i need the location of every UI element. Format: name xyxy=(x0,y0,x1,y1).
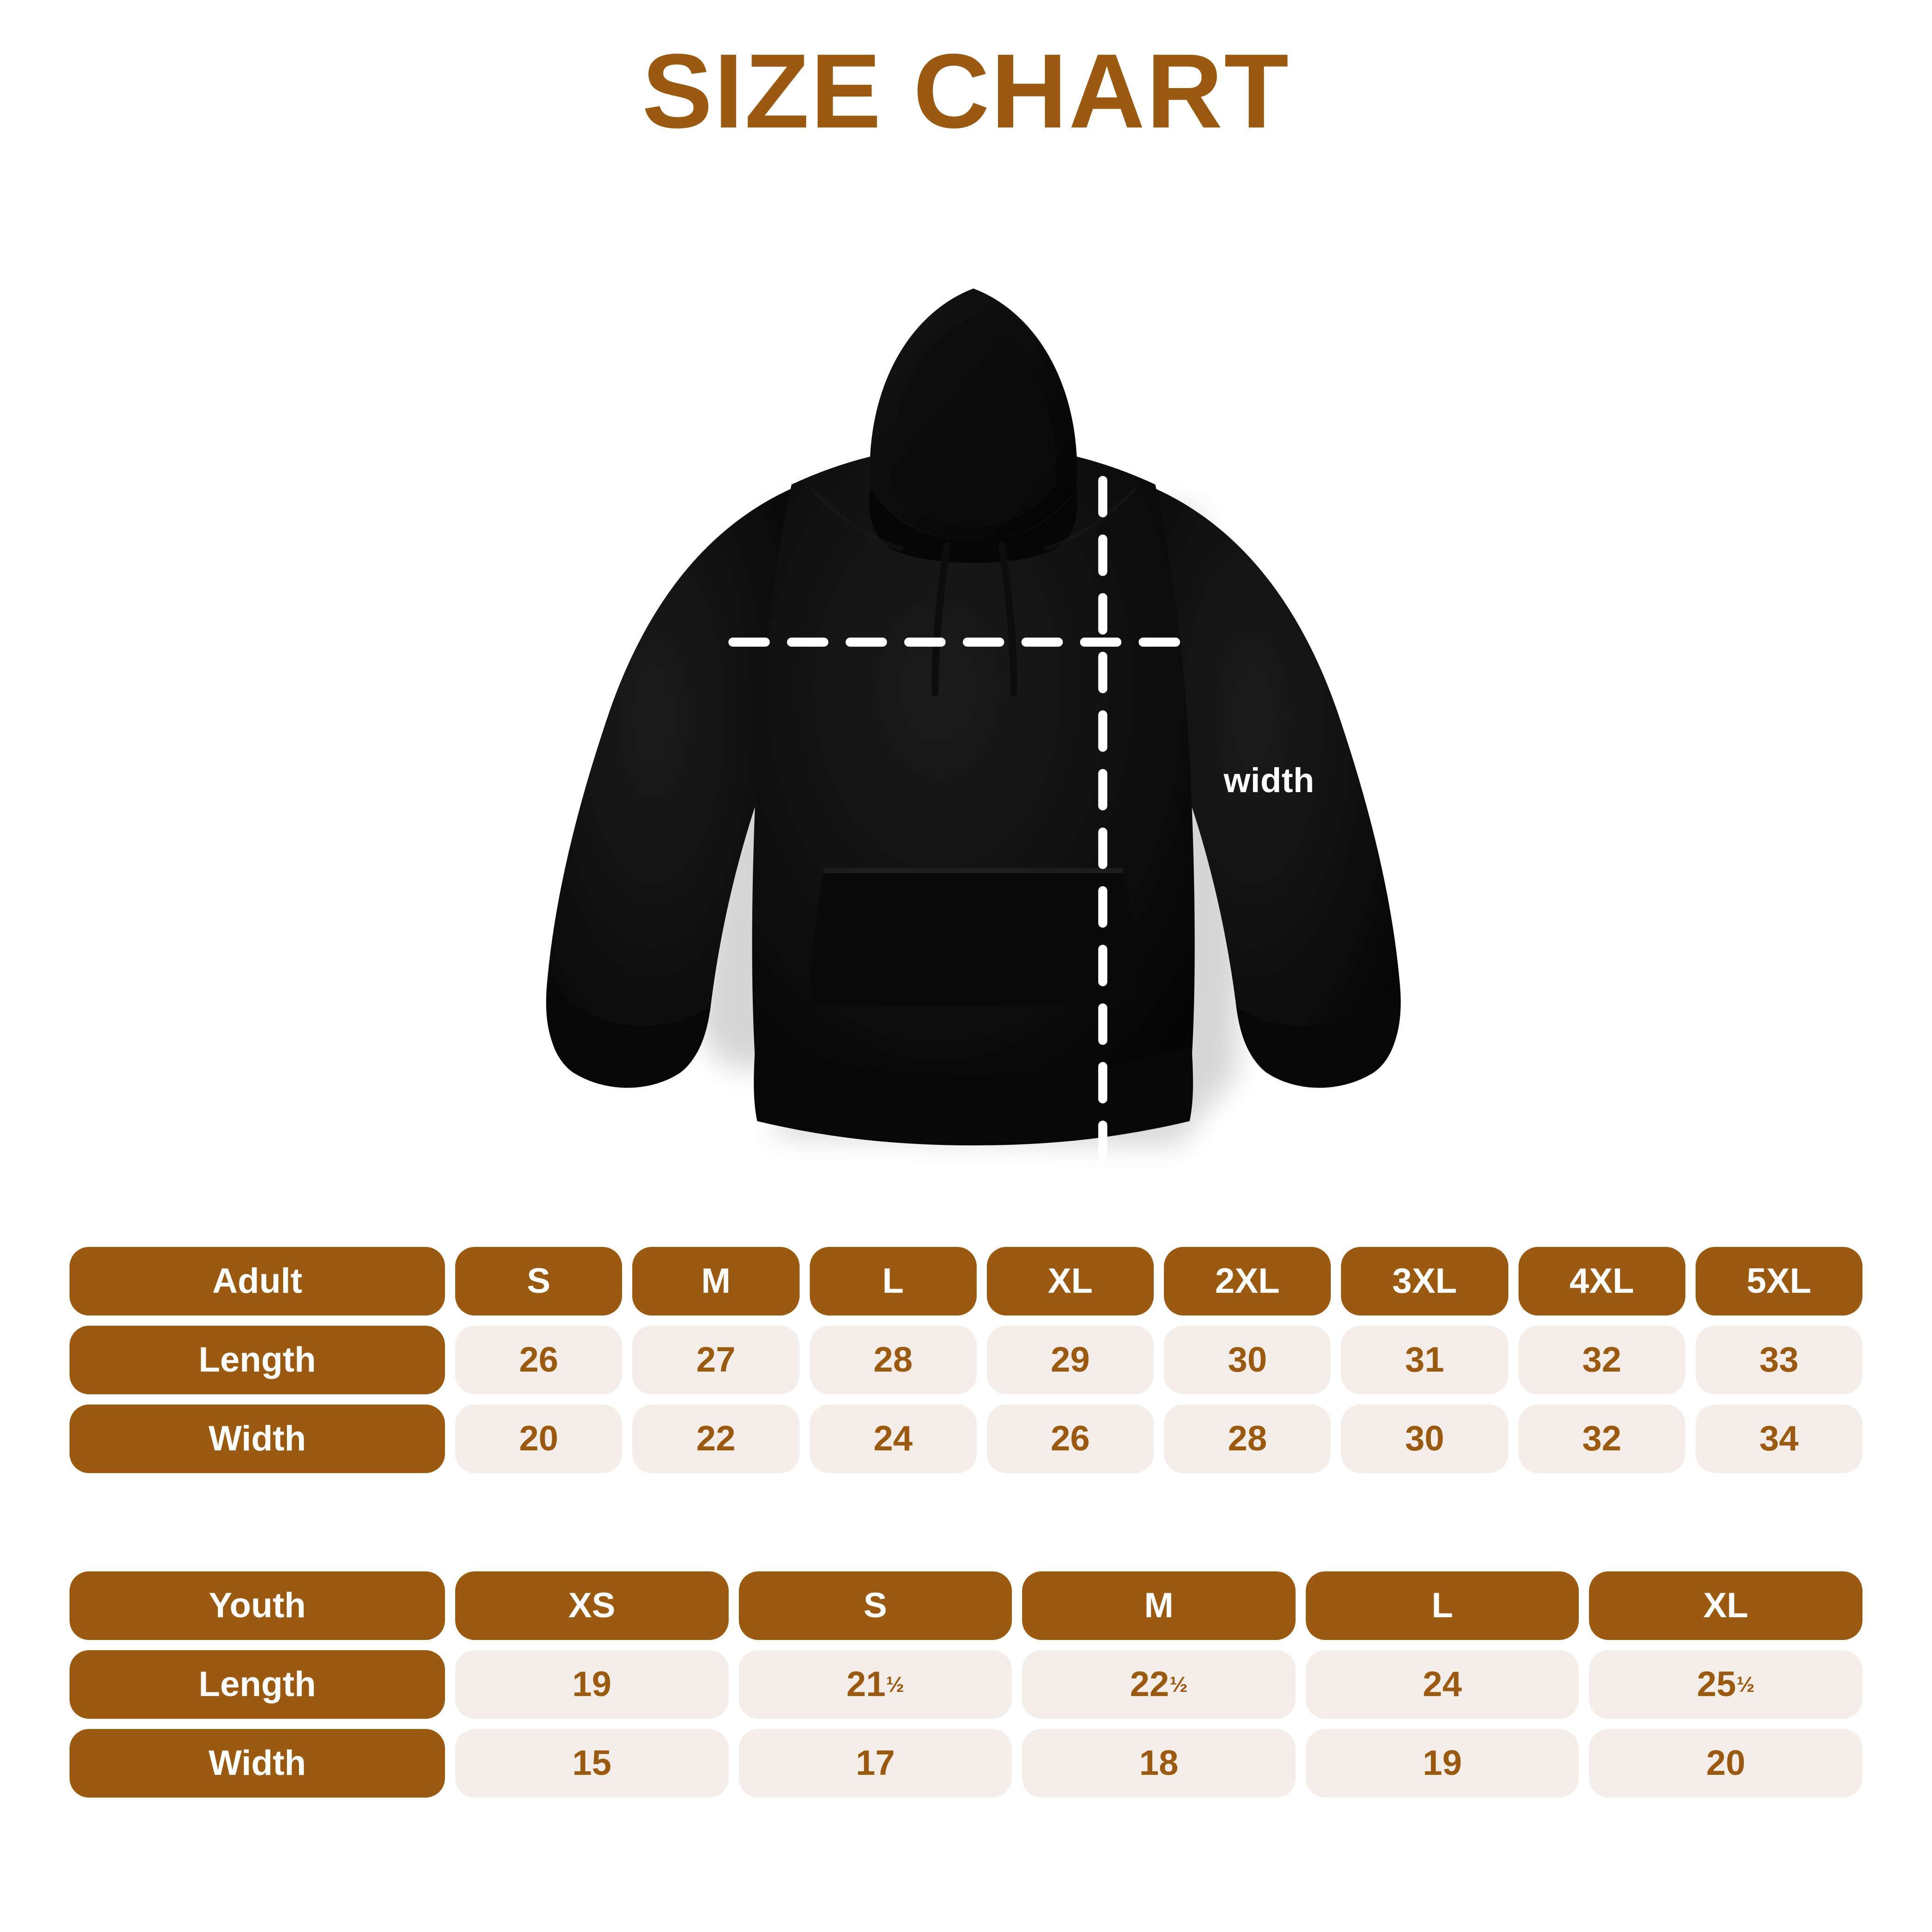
youth-size-s[interactable]: S xyxy=(738,1571,1012,1640)
adult-size-4xl[interactable]: 4XL xyxy=(1518,1247,1685,1316)
adult-width-xl: 26 xyxy=(986,1405,1154,1473)
adult-length-2xl: 30 xyxy=(1164,1326,1331,1394)
adult-length-m: 27 xyxy=(632,1326,800,1394)
hoodie-pocket xyxy=(809,871,1139,1006)
youth-width-s: 17 xyxy=(738,1729,1012,1798)
adult-width-4xl: 32 xyxy=(1518,1405,1685,1473)
youth-size-table: Youth XS S M L XL Length 19 21 ½ 22 ½ 24 2… xyxy=(70,1571,1862,1798)
adult-size-s[interactable]: S xyxy=(455,1247,623,1316)
youth-length-label: Length xyxy=(70,1650,445,1719)
adult-length-l: 28 xyxy=(809,1326,977,1394)
page-title: SIZE CHART xyxy=(642,32,1290,150)
adult-size-l[interactable]: L xyxy=(809,1247,977,1316)
hoodie-hood-edge xyxy=(869,489,1078,563)
youth-size-m[interactable]: M xyxy=(1022,1571,1296,1640)
youth-header-row: Youth XS S M L XL xyxy=(70,1571,1862,1640)
adult-size-xl[interactable]: XL xyxy=(986,1247,1154,1316)
hoodie-shoulder-seam-left xyxy=(810,487,903,551)
adult-length-4xl: 32 xyxy=(1518,1326,1685,1394)
youth-length-xs: 19 xyxy=(455,1650,729,1719)
adult-row-label: Adult xyxy=(70,1247,445,1316)
adult-size-2xl[interactable]: 2XL xyxy=(1164,1247,1331,1316)
hoodie-shoulder-seam-right xyxy=(1043,487,1137,551)
youth-length-s: 21 ½ xyxy=(738,1650,1012,1719)
adult-width-2xl: 28 xyxy=(1164,1405,1331,1473)
adult-width-l: 24 xyxy=(809,1405,977,1473)
youth-length-m: 22 ½ xyxy=(1022,1650,1296,1719)
adult-length-s: 26 xyxy=(455,1326,623,1394)
youth-size-xl[interactable]: XL xyxy=(1589,1571,1862,1640)
hoodie-right-cuff xyxy=(1236,981,1400,1088)
adult-length-3xl: 31 xyxy=(1341,1326,1508,1394)
adult-width-3xl: 30 xyxy=(1341,1405,1508,1473)
youth-length-row: Length 19 21 ½ 22 ½ 24 25 ½ xyxy=(70,1650,1862,1719)
adult-size-5xl[interactable]: 5XL xyxy=(1695,1247,1862,1316)
hoodie-illustration: width length xyxy=(468,185,1536,1231)
youth-width-xs: 15 xyxy=(455,1729,729,1798)
adult-size-table: Adult S M L XL 2XL 3XL 4XL 5XL Length 26… xyxy=(70,1247,1862,1473)
hoodie-waistband xyxy=(754,1046,1193,1145)
youth-width-l: 19 xyxy=(1305,1729,1579,1798)
length-label: length xyxy=(1497,1126,1536,1231)
youth-length-l: 24 xyxy=(1305,1650,1579,1719)
adult-length-5xl: 33 xyxy=(1695,1326,1862,1394)
adult-size-m[interactable]: M xyxy=(632,1247,800,1316)
width-label: width xyxy=(1224,761,1315,800)
youth-width-label: Width xyxy=(70,1729,445,1798)
hoodie-hood-inner xyxy=(890,317,1057,527)
adult-width-s: 20 xyxy=(455,1405,623,1473)
adult-length-label: Length xyxy=(70,1326,445,1394)
youth-size-l[interactable]: L xyxy=(1305,1571,1579,1640)
adult-width-label: Width xyxy=(70,1405,445,1473)
adult-width-row: Width 20 22 24 26 28 30 32 34 xyxy=(70,1405,1862,1473)
hoodie-right-sleeve xyxy=(1145,489,1401,1087)
adult-width-m: 22 xyxy=(632,1405,800,1473)
youth-width-xl: 20 xyxy=(1589,1729,1862,1798)
adult-header-row: Adult S M L XL 2XL 3XL 4XL 5XL xyxy=(70,1247,1862,1316)
youth-width-row: Width 15 17 18 19 20 xyxy=(70,1729,1862,1798)
hoodie-drawstring-right xyxy=(998,541,1017,696)
hoodie-left-cuff xyxy=(547,981,711,1088)
adult-width-5xl: 34 xyxy=(1695,1405,1862,1473)
adult-length-row: Length 26 27 28 29 30 31 32 33 xyxy=(70,1326,1862,1394)
adult-size-3xl[interactable]: 3XL xyxy=(1341,1247,1508,1316)
youth-size-xs[interactable]: XS xyxy=(455,1571,729,1640)
adult-length-xl: 29 xyxy=(986,1326,1154,1394)
hoodie-drawstring-left xyxy=(931,541,951,696)
youth-row-label: Youth xyxy=(70,1571,445,1640)
hoodie-graphic xyxy=(546,288,1401,1169)
youth-length-xl: 25 ½ xyxy=(1589,1650,1862,1719)
youth-width-m: 18 xyxy=(1022,1729,1296,1798)
